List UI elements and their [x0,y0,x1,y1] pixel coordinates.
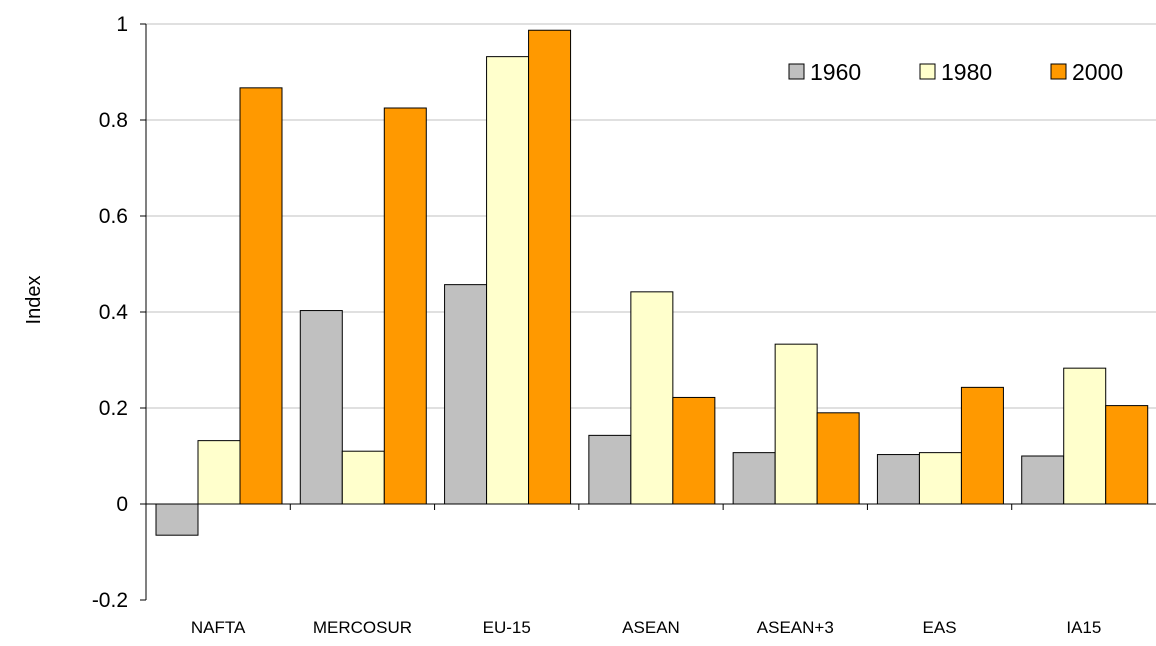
y-tick-label: 0.6 [99,205,128,228]
bar-1960-nafta [155,503,199,536]
y-tick-label: 0 [116,493,128,516]
bar-2000-eu-15 [528,29,572,505]
legend-swatch-1980 [919,63,936,80]
legend-swatch-2000 [1050,63,1067,80]
bar-1960-mercosur [299,310,343,505]
bar-1960-ia15 [1021,455,1065,505]
bars [155,29,1149,536]
bar-1980-eas [918,452,962,505]
y-tick-label: 0.2 [99,397,128,420]
bar-2000-nafta [239,87,283,505]
axes [140,23,1156,601]
bar-1980-asean [630,291,674,505]
legend-label-1960: 1960 [810,59,861,85]
legend-label-2000: 2000 [1072,59,1123,85]
x-category-label: ASEAN [622,618,680,637]
bar-2000-asean [672,396,716,505]
legend: 1960 1980 2000 [788,59,1123,85]
legend-swatch-1960 [788,63,805,80]
bar-1980-asean-3 [774,343,818,505]
x-category-label: MERCOSUR [313,618,412,637]
bar-2000-asean-3 [816,412,860,505]
bar-1960-asean-3 [732,452,776,505]
x-category-label: EU-15 [483,618,531,637]
y-tick-label: 0.4 [99,301,129,324]
bar-1980-ia15 [1063,367,1107,505]
axis-labels: -0.2 0 0.2 0.4 0.6 0.8 1 NAFTA MERCOSUR EU-15 ASEA… [23,13,1101,637]
bar-1960-eu-15 [444,284,488,505]
bar-1980-mercosur [341,450,385,505]
legend-label-1980: 1980 [941,59,992,85]
bar-2000-eas [960,386,1004,505]
bar-1960-eas [876,454,920,505]
bar-1960-asean [588,434,632,505]
bar-2000-mercosur [383,107,427,505]
bar-1980-eu-15 [486,56,530,505]
y-axis-title: Index [23,276,45,325]
bar-1980-nafta [197,440,241,505]
x-category-label: ASEAN+3 [757,618,834,637]
x-category-label: NAFTA [191,618,246,637]
y-tick-label: 0.8 [99,109,128,132]
x-category-label: EAS [923,618,957,637]
x-category-label: IA15 [1066,618,1101,637]
bar-2000-ia15 [1105,405,1149,505]
y-tick-label: -0.2 [92,589,128,612]
y-tick-label: 1 [116,13,128,36]
